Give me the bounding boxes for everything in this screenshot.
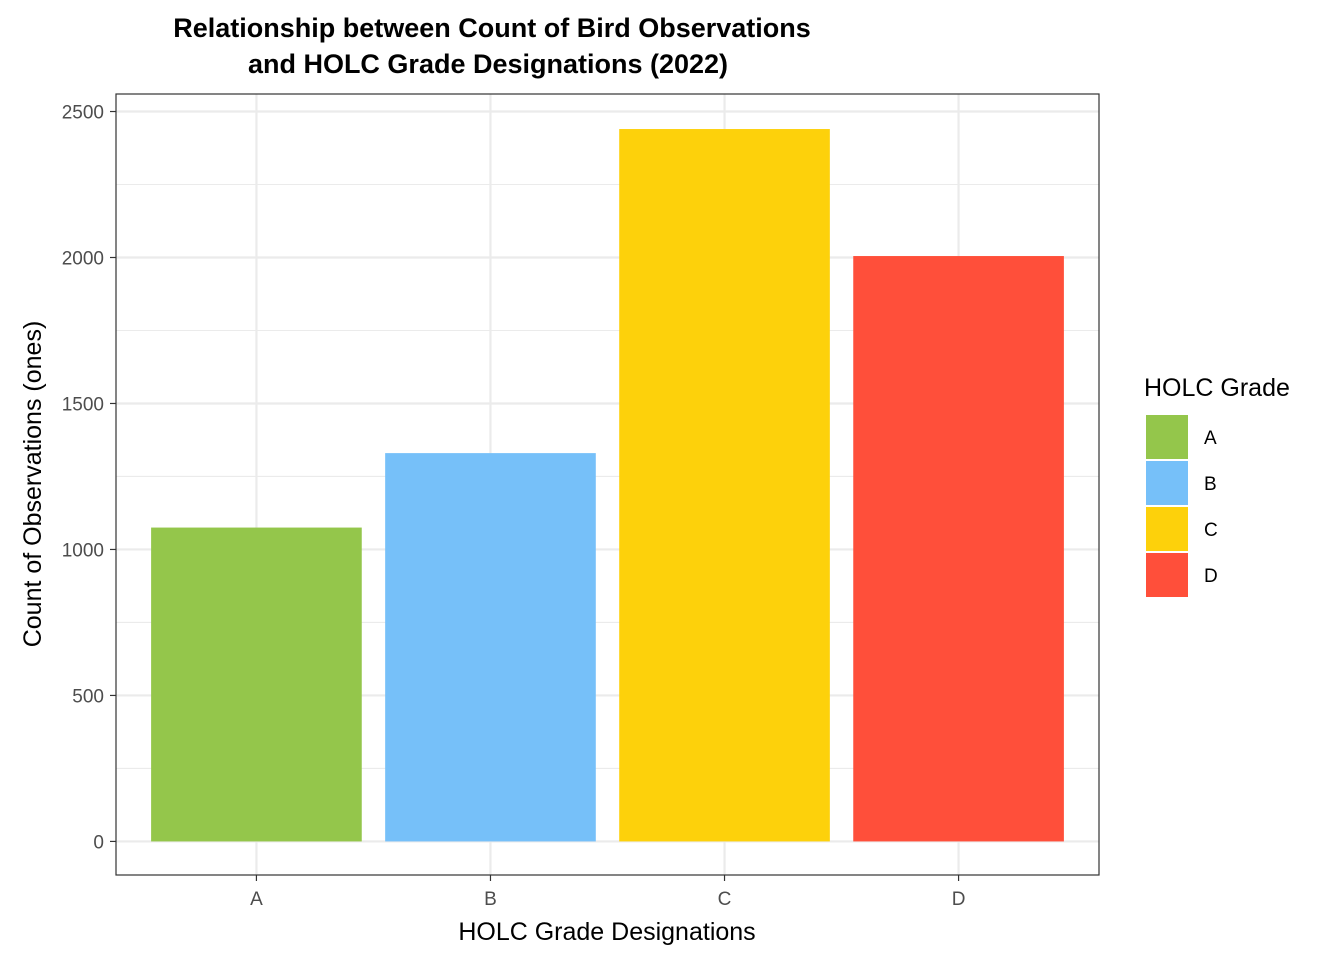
chart-title-line-1: Relationship between Count of Bird Obser… (173, 13, 811, 43)
y-tick-label: 1000 (62, 540, 104, 561)
legend-title: HOLC Grade (1144, 374, 1290, 402)
y-axis: 0 500 1000 1500 2000 2500 (62, 103, 116, 853)
legend-key-b (1146, 461, 1188, 505)
legend: A B C D (1146, 415, 1218, 597)
legend-label-a: A (1204, 428, 1217, 449)
y-tick-label: 1500 (62, 394, 104, 415)
bar-b (385, 453, 596, 842)
y-axis-title: Count of Observations (ones) (19, 321, 47, 648)
bar-a (151, 527, 362, 842)
x-tick-label: D (952, 889, 966, 910)
x-tick-label: B (484, 889, 497, 910)
legend-label-c: C (1204, 520, 1218, 541)
x-tick-label: C (718, 889, 732, 910)
x-axis: A B C D (250, 875, 965, 910)
y-tick-label: 0 (93, 832, 104, 853)
chart-title-line-2: and HOLC Grade Designations (2022) (248, 49, 728, 79)
legend-label-b: B (1204, 474, 1217, 495)
y-tick-label: 2500 (62, 103, 104, 124)
bars (151, 129, 1064, 842)
x-tick-label: A (250, 889, 263, 910)
legend-label-d: D (1204, 566, 1218, 587)
x-axis-title: HOLC Grade Designations (458, 918, 755, 946)
legend-key-c (1146, 507, 1188, 551)
plot-border (115, 93, 1100, 876)
bar-d (853, 256, 1064, 842)
y-tick-label: 2000 (62, 248, 104, 269)
legend-key-a (1146, 415, 1188, 459)
y-tick-label: 500 (72, 686, 104, 707)
bar-c (619, 129, 830, 842)
legend-key-d (1146, 553, 1188, 597)
